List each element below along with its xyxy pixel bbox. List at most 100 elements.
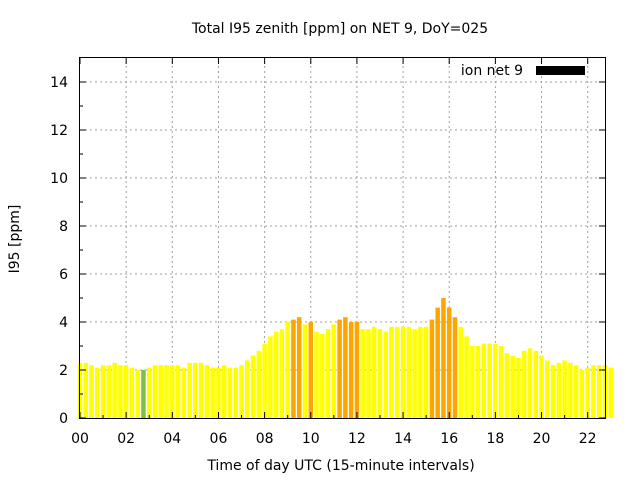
x-tick-label: 02: [117, 431, 135, 447]
bar: [596, 365, 602, 418]
bar: [498, 346, 504, 418]
bar: [308, 322, 314, 418]
bar: [273, 331, 279, 418]
bar: [481, 343, 487, 418]
axis-ticks: [79, 58, 605, 419]
bar: [239, 365, 244, 418]
bar: [591, 365, 596, 418]
bar: [302, 324, 308, 418]
x-tick-label: 10: [302, 431, 320, 447]
bar: [475, 346, 481, 418]
bar: [343, 317, 348, 418]
plot-frame: [79, 57, 606, 419]
bar: [256, 350, 262, 418]
bar: [406, 326, 412, 418]
bar: [470, 346, 475, 418]
bar: [533, 350, 539, 418]
x-tick-label: 12: [348, 431, 366, 447]
bar: [233, 367, 239, 418]
bar: [170, 365, 175, 418]
legend: ion net 9: [461, 63, 585, 79]
bar: [464, 336, 469, 418]
bar: [458, 326, 464, 418]
bar: [204, 365, 210, 418]
bar: [377, 329, 383, 418]
x-tick-label: 18: [486, 431, 504, 447]
x-tick-label: 08: [256, 431, 274, 447]
bar: [291, 319, 296, 418]
bar: [331, 324, 337, 418]
bar: [268, 336, 273, 418]
bar: [129, 367, 135, 418]
bar: [550, 365, 556, 418]
bar: [608, 367, 614, 418]
y-tick-label: 10: [50, 171, 68, 187]
y-tick-label: 2: [59, 363, 68, 379]
bar: [100, 365, 106, 418]
bar: [354, 322, 360, 418]
y-tick-label: 0: [59, 411, 68, 427]
bar: [545, 360, 550, 418]
bar: [556, 362, 562, 418]
bar: [395, 326, 400, 418]
bar: [418, 326, 423, 418]
bar: [446, 307, 452, 418]
bar: [250, 355, 256, 418]
bar: [493, 343, 498, 418]
bar: [452, 317, 458, 418]
y-tick-label: 4: [59, 315, 68, 331]
x-tick-label: 14: [394, 431, 412, 447]
x-tick-label: 22: [579, 431, 597, 447]
bar: [106, 365, 112, 418]
bar: [216, 367, 221, 418]
bar: [579, 370, 585, 418]
bar: [510, 355, 515, 418]
legend-label: ion net 9: [461, 63, 523, 79]
bar: [389, 326, 394, 418]
x-axis-label: Time of day UTC (15-minute intervals): [206, 458, 474, 474]
x-tick-label: 00: [71, 431, 89, 447]
bar: [296, 317, 302, 418]
chart-title: Total I95 zenith [ppm] on NET 9, DoY=025: [191, 21, 488, 37]
bars: [77, 298, 614, 418]
bar: [573, 365, 579, 418]
bar: [175, 365, 181, 418]
bar: [181, 367, 187, 418]
bar: [83, 362, 89, 418]
bar: [89, 365, 94, 418]
y-tick-label: 8: [59, 219, 68, 235]
bar: [227, 367, 233, 418]
bar: [412, 329, 417, 418]
bar: [112, 362, 117, 418]
x-tick-label: 20: [533, 431, 551, 447]
bar: [198, 362, 204, 418]
bar: [429, 319, 435, 418]
bar: [562, 360, 567, 418]
bar: [193, 362, 198, 418]
bar: [527, 348, 533, 418]
bar: [135, 370, 140, 418]
bar: [187, 362, 192, 418]
bar: [371, 326, 377, 418]
bar: [118, 365, 123, 418]
bar: [400, 326, 406, 418]
bar: [423, 326, 429, 418]
bar: [314, 331, 319, 418]
bar: [504, 353, 510, 418]
bar: [245, 360, 250, 418]
bar: [279, 329, 285, 418]
bar: [95, 367, 100, 418]
bar: [320, 334, 325, 418]
bar: [325, 329, 331, 418]
y-tick-label: 6: [59, 267, 68, 283]
bar: [262, 343, 267, 418]
bar: [360, 329, 365, 418]
bar: [123, 365, 129, 418]
legend-swatch: [536, 66, 585, 75]
bar: [164, 365, 169, 418]
bar: [141, 370, 146, 418]
bar: [521, 350, 527, 418]
bar: [221, 365, 227, 418]
x-tick-label: 16: [440, 431, 458, 447]
